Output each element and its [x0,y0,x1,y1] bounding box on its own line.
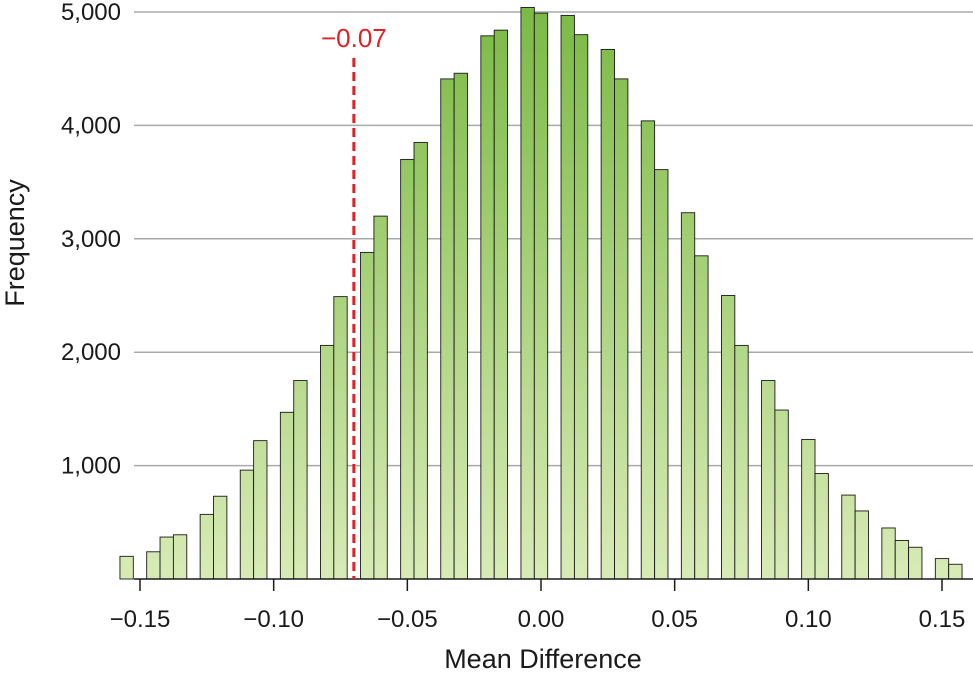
histogram-bar [239,469,255,580]
histogram-bar [761,380,776,580]
histogram-bar [172,534,188,580]
reference-line-group: −0.07 [321,23,387,579]
histogram-bar [560,14,575,580]
x-tick-label: 0.10 [785,606,832,633]
histogram-bar [854,510,869,580]
y-axis-title: Frequency [0,179,30,307]
histogram-bar [453,72,468,580]
grid-lines [134,11,973,467]
x-tick-label: −0.10 [243,606,304,633]
histogram-bar [333,296,348,580]
histogram-bar [159,536,174,580]
histogram-bar [948,563,963,580]
y-tick-label: 1,000 [61,453,121,480]
x-tick-label: 0.00 [518,606,565,633]
histogram-bar [894,539,910,580]
x-axis [134,578,973,591]
y-tick-label: 5,000 [61,0,121,26]
x-tick-label: −0.05 [377,606,438,633]
histogram-bar [680,212,696,580]
histogram-bar [213,495,228,580]
x-tick-label: 0.05 [651,606,698,633]
x-tick-label: −0.15 [110,606,171,633]
histogram-bar [640,120,656,580]
bars [119,7,963,580]
histogram-bar [654,169,669,580]
histogram-bar [360,251,375,580]
histogram-bar [480,35,495,580]
x-tick-label: 0.15 [919,606,966,633]
histogram-bar [533,12,549,580]
x-axis-title: Mean Difference [444,644,642,673]
y-tick-label: 3,000 [61,226,121,253]
histogram-bar [279,411,295,580]
histogram-bar [493,29,509,580]
histogram-bar [734,344,749,580]
histogram-bar [694,255,709,580]
histogram-bar [520,7,535,580]
histogram-bar [881,527,896,580]
y-tick-label: 4,000 [61,112,121,139]
histogram-bar [573,34,589,580]
histogram-bar [908,546,923,580]
histogram-bar [934,558,950,580]
histogram-bar [600,48,615,580]
histogram-bar [373,215,388,580]
histogram-bar [253,440,268,580]
histogram-bar [614,78,629,580]
histogram-bar [814,473,829,580]
histogram-bar [440,78,455,580]
histogram-bar [293,380,308,580]
reference-line-label: −0.07 [321,23,387,53]
y-axis-tick-labels: 1,000 2,000 3,000 4,000 5,000 [61,0,121,480]
histogram-bar [841,494,856,580]
x-axis-tick-labels: −0.15 −0.10 −0.05 0.00 0.05 0.10 0.15 [110,606,966,633]
y-tick-label: 2,000 [61,339,121,366]
histogram-bar [801,439,816,580]
histogram-bar [199,513,214,580]
histogram-bar [119,555,134,580]
histogram-bar [146,551,161,580]
histogram-bar [400,158,415,580]
histogram-bar [320,344,335,580]
histogram-bar [774,409,789,580]
histogram-bar [413,141,428,580]
histogram-bar [721,295,736,580]
